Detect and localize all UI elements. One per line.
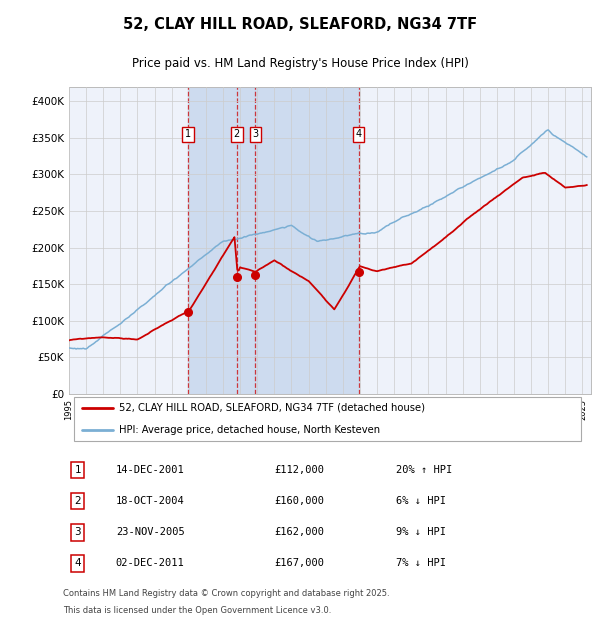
Text: £167,000: £167,000 <box>274 558 324 569</box>
Text: 23-NOV-2005: 23-NOV-2005 <box>116 527 185 537</box>
Text: 52, CLAY HILL ROAD, SLEAFORD, NG34 7TF: 52, CLAY HILL ROAD, SLEAFORD, NG34 7TF <box>123 17 477 32</box>
Text: Contains HM Land Registry data © Crown copyright and database right 2025.: Contains HM Land Registry data © Crown c… <box>63 590 389 598</box>
Text: 6% ↓ HPI: 6% ↓ HPI <box>395 496 446 506</box>
Bar <box>188 87 256 394</box>
Text: 18-OCT-2004: 18-OCT-2004 <box>116 496 185 506</box>
Text: HPI: Average price, detached house, North Kesteven: HPI: Average price, detached house, Nort… <box>119 425 380 435</box>
Text: 9% ↓ HPI: 9% ↓ HPI <box>395 527 446 537</box>
FancyBboxPatch shape <box>74 397 581 441</box>
Text: 3: 3 <box>74 527 81 537</box>
Text: 2: 2 <box>74 496 81 506</box>
Text: 7% ↓ HPI: 7% ↓ HPI <box>395 558 446 569</box>
Text: 2: 2 <box>233 130 240 140</box>
Text: 14-DEC-2001: 14-DEC-2001 <box>116 465 185 475</box>
Text: 4: 4 <box>74 558 81 569</box>
Text: 20% ↑ HPI: 20% ↑ HPI <box>395 465 452 475</box>
Text: 1: 1 <box>74 465 81 475</box>
Text: 4: 4 <box>356 130 362 140</box>
Text: 3: 3 <box>253 130 259 140</box>
Text: £162,000: £162,000 <box>274 527 324 537</box>
Text: £160,000: £160,000 <box>274 496 324 506</box>
Text: 1: 1 <box>185 130 191 140</box>
Bar <box>256 87 359 394</box>
Text: Price paid vs. HM Land Registry's House Price Index (HPI): Price paid vs. HM Land Registry's House … <box>131 57 469 70</box>
Text: £112,000: £112,000 <box>274 465 324 475</box>
Text: This data is licensed under the Open Government Licence v3.0.: This data is licensed under the Open Gov… <box>63 606 331 616</box>
Text: 02-DEC-2011: 02-DEC-2011 <box>116 558 185 569</box>
Text: 52, CLAY HILL ROAD, SLEAFORD, NG34 7TF (detached house): 52, CLAY HILL ROAD, SLEAFORD, NG34 7TF (… <box>119 403 425 413</box>
